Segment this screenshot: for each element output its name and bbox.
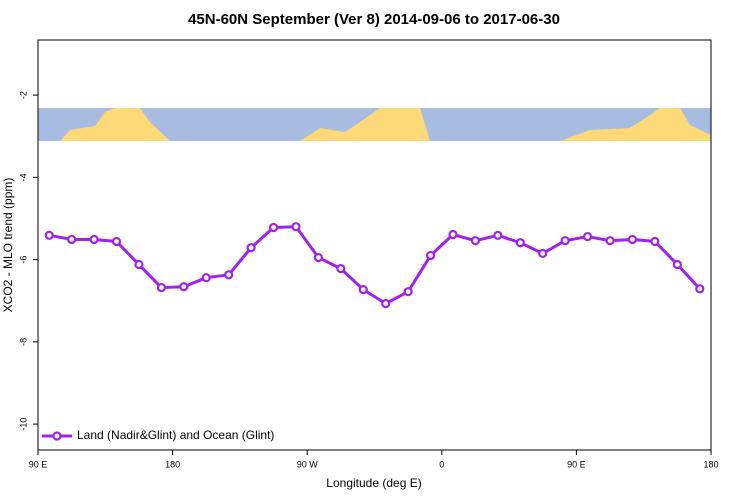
data-point xyxy=(695,284,705,294)
data-point xyxy=(179,282,189,292)
y-tick-label: -10 xyxy=(18,418,28,431)
data-point xyxy=(89,234,99,245)
data-point xyxy=(672,259,682,270)
map-water xyxy=(38,108,115,141)
data-point xyxy=(224,270,234,280)
data-point xyxy=(493,230,503,240)
x-tick-label: 90 E xyxy=(29,459,48,469)
map-water xyxy=(420,108,660,141)
data-point xyxy=(246,243,256,253)
y-axis-label: XCO2 - MLO trend (ppm) xyxy=(1,178,15,313)
y-tick-label: -8 xyxy=(18,338,28,346)
y-tick-label: -2 xyxy=(18,91,28,99)
data-point xyxy=(605,236,615,246)
data-point xyxy=(470,236,481,246)
data-point xyxy=(381,299,391,309)
plot-frame xyxy=(37,39,712,451)
x-tick-label: 0 xyxy=(439,459,444,469)
data-point xyxy=(201,273,211,283)
data-point xyxy=(134,259,144,270)
data-point xyxy=(448,229,458,240)
data-point xyxy=(515,238,525,248)
chart-title: 45N-60N September (Ver 8) 2014-09-06 to … xyxy=(188,11,560,28)
data-point xyxy=(650,236,660,247)
data-point xyxy=(268,222,279,233)
data-point xyxy=(156,282,166,293)
legend-label: Land (Nadir&Glint) and Ocean (Glint) xyxy=(77,428,274,442)
data-point xyxy=(44,230,54,240)
x-tick-label: 180 xyxy=(703,459,718,469)
data-point xyxy=(538,248,548,259)
map-water xyxy=(680,108,711,135)
x-tick-label: 90 E xyxy=(567,459,586,469)
data-point xyxy=(67,234,77,245)
map-water xyxy=(140,108,380,141)
data-point xyxy=(560,236,570,246)
legend-marker xyxy=(52,431,62,441)
data-point xyxy=(403,287,413,297)
data-point xyxy=(358,285,368,295)
y-tick-label: -4 xyxy=(18,173,28,181)
data-point xyxy=(425,250,436,261)
x-axis-label: Longitude (deg E) xyxy=(326,476,421,490)
map-band xyxy=(38,108,711,141)
x-tick-label: 90 W xyxy=(297,459,319,469)
data-point xyxy=(627,234,638,245)
data-point xyxy=(291,222,301,232)
data-point xyxy=(313,252,324,263)
data-point xyxy=(336,264,346,274)
data-point xyxy=(583,231,593,242)
x-tick-label: 180 xyxy=(165,459,180,469)
data-point xyxy=(111,236,122,247)
y-tick-label: -6 xyxy=(18,256,28,264)
